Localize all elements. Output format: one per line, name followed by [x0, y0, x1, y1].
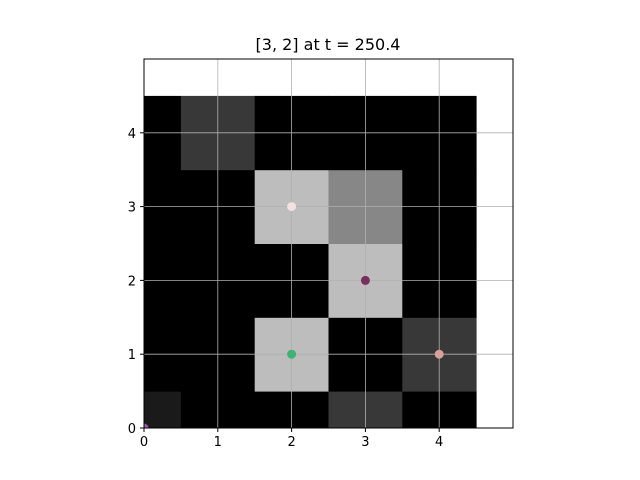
plot-area: 0 1 2 3 4 0 1 2 3 4: [128, 58, 514, 450]
x-tick-label: 1: [214, 435, 222, 450]
scatter-point: [144, 423, 149, 428]
axes-frame: [143, 58, 514, 429]
heatmap-cell: [144, 391, 182, 428]
x-tick-label: 4: [435, 435, 443, 450]
y-tick-label: 3: [128, 201, 136, 216]
y-tick-label: 4: [128, 127, 136, 142]
x-tick-label: 3: [361, 435, 369, 450]
scatter-point: [434, 349, 444, 359]
x-tick-label: 0: [140, 435, 148, 450]
scatter-point: [287, 202, 297, 212]
y-tick-label: 1: [128, 348, 136, 363]
y-tick-label: 2: [128, 274, 136, 289]
scatter-points: [144, 202, 444, 428]
x-tick-label: 2: [287, 435, 295, 450]
scatter-point: [287, 349, 297, 359]
y-tick-label: 0: [128, 422, 136, 437]
scatter-point: [360, 275, 370, 285]
chart-title: [3, 2] at t = 250.4: [256, 35, 401, 54]
